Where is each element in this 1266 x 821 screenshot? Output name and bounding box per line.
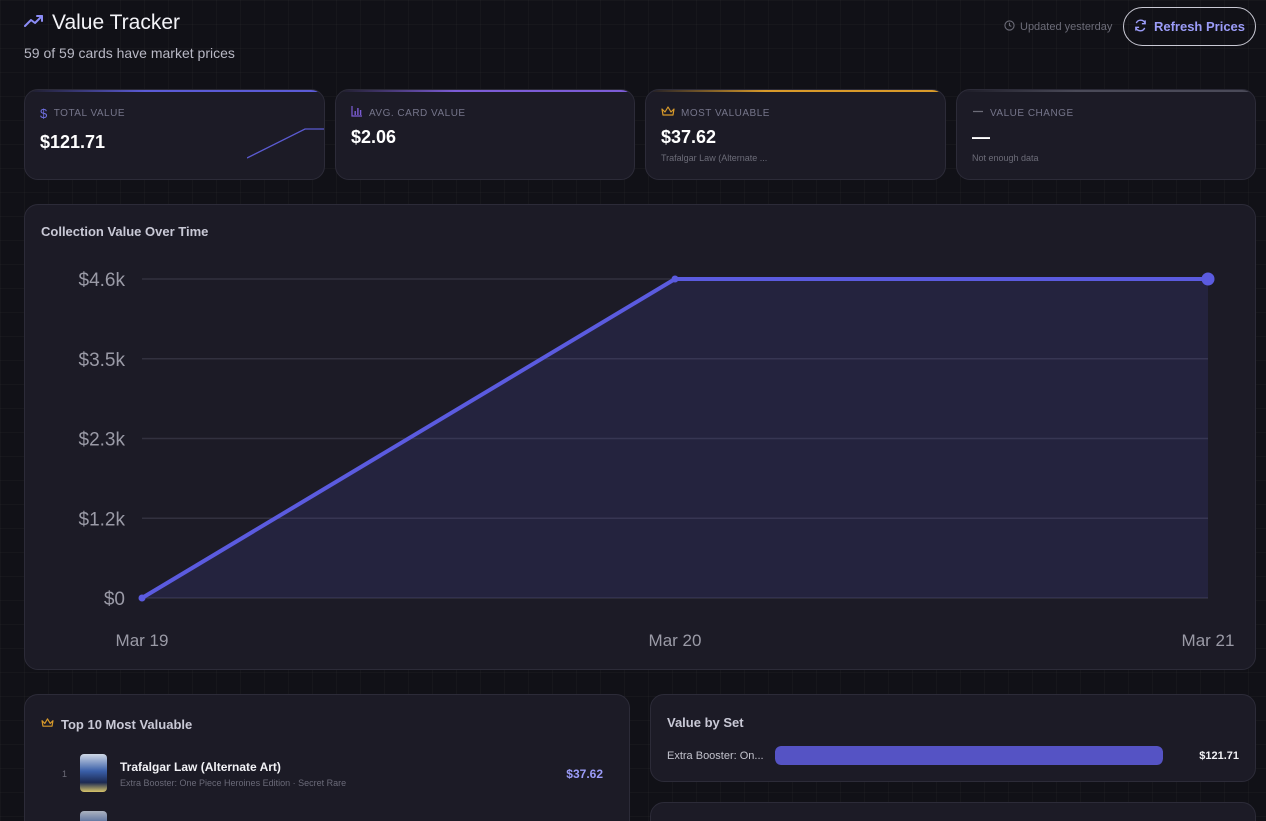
next-panel xyxy=(650,802,1256,821)
stat-label-row: AVG. CARD VALUE xyxy=(351,106,466,120)
top-10-title: Top 10 Most Valuable xyxy=(61,716,193,732)
crown-icon xyxy=(661,106,675,120)
top-10-header: Top 10 Most Valuable xyxy=(41,715,192,733)
y-tick-label: $2.3k xyxy=(79,430,126,451)
chart-panel-title: Collection Value Over Time xyxy=(41,224,209,239)
updated-status: Updated yesterday xyxy=(1004,20,1112,34)
set-value-bar-fill xyxy=(775,746,1163,765)
stat-value: $121.71 xyxy=(40,132,106,152)
dollar-icon: $ xyxy=(40,106,48,121)
stat-label-row: VALUE CHANGE xyxy=(972,106,1074,120)
stat-note: Trafalgar Law (Alternate ... xyxy=(661,153,768,163)
set-name: Extra Booster: On... xyxy=(667,750,764,762)
stat-accent-line xyxy=(957,90,1255,92)
stat-label-row: MOST VALUABLE xyxy=(661,106,770,120)
refresh-icon xyxy=(1134,19,1147,35)
stat-card-value-change: VALUE CHANGE — Not enough data xyxy=(956,89,1256,180)
stat-label: VALUE CHANGE xyxy=(990,107,1074,119)
x-tick-label: Mar 21 xyxy=(1182,631,1235,650)
x-tick-label: Mar 19 xyxy=(116,631,169,650)
set-value: $121.71 xyxy=(1199,750,1239,762)
value-by-set-panel: Value by Set Extra Booster: On... $121.7… xyxy=(650,694,1256,782)
stat-accent-line xyxy=(336,90,634,92)
page-subtitle: 59 of 59 cards have market prices xyxy=(24,45,235,61)
stat-value: $2.06 xyxy=(351,127,397,147)
set-value-bar xyxy=(775,746,1163,765)
stat-value: — xyxy=(972,127,990,147)
total-value-sparkline xyxy=(247,128,324,159)
stat-card-total-value: $ TOTAL VALUE $121.71 xyxy=(24,89,325,180)
x-tick-label: Mar 20 xyxy=(649,631,702,650)
card-thumbnail xyxy=(80,754,107,792)
card-thumbnail xyxy=(80,811,107,821)
page-title: Value Tracker xyxy=(52,11,180,34)
top-10-panel: Top 10 Most Valuable 1 Trafalgar Law (Al… xyxy=(24,694,630,821)
value-by-set-title: Value by Set xyxy=(667,715,744,730)
card-meta: Extra Booster: One Piece Heroines Editio… xyxy=(120,778,347,788)
trending-up-icon xyxy=(24,14,44,33)
clock-icon xyxy=(1004,20,1015,34)
refresh-prices-label: Refresh Prices xyxy=(1153,19,1246,34)
refresh-prices-button[interactable]: Refresh Prices xyxy=(1123,7,1256,46)
card-rank: 1 xyxy=(62,769,68,779)
card-price: $37.62 xyxy=(566,767,603,781)
stat-value: $37.62 xyxy=(661,127,717,147)
series-area xyxy=(142,279,1208,598)
data-point xyxy=(671,275,679,283)
top-10-row[interactable]: 1 Trafalgar Law (Alternate Art) Extra Bo… xyxy=(25,753,629,797)
stat-note: Not enough data xyxy=(972,153,1039,163)
page-header: Value Tracker xyxy=(24,11,180,35)
data-point xyxy=(138,594,146,602)
collection-value-chart-panel: Collection Value Over Time $0 $1.2k $2.3k $… xyxy=(24,204,1256,670)
y-tick-label: $0 xyxy=(104,589,125,610)
collection-value-chart: $0 $1.2k $2.3k $3.5k $4.6k Mar 19 Mar 20 Mar 21 xyxy=(79,270,1235,650)
stat-card-avg-value: AVG. CARD VALUE $2.06 xyxy=(335,89,635,180)
card-name: Trafalgar Law (Alternate Art) xyxy=(120,760,281,774)
stat-label: MOST VALUABLE xyxy=(681,107,770,119)
stat-accent-line xyxy=(646,90,945,92)
stat-label: AVG. CARD VALUE xyxy=(369,107,466,119)
stat-accent-line xyxy=(25,90,324,92)
stat-label: TOTAL VALUE xyxy=(53,108,125,119)
bar-chart-icon xyxy=(351,106,363,120)
stat-label-row: $ TOTAL VALUE xyxy=(40,106,125,121)
y-tick-label: $1.2k xyxy=(79,509,126,530)
y-tick-label: $3.5k xyxy=(79,350,126,371)
y-tick-label: $4.6k xyxy=(79,270,126,291)
stat-card-most-valuable: MOST VALUABLE $37.62 Trafalgar Law (Alte… xyxy=(645,89,946,180)
data-point xyxy=(1201,272,1215,286)
crown-icon xyxy=(41,715,54,733)
updated-label: Updated yesterday xyxy=(1020,21,1113,33)
minus-icon xyxy=(972,106,984,120)
